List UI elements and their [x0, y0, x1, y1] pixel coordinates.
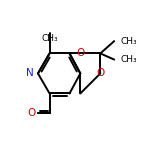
- Text: O: O: [27, 108, 36, 119]
- Text: N: N: [26, 68, 34, 78]
- Text: CH₃: CH₃: [120, 37, 137, 46]
- Text: CH₃: CH₃: [120, 55, 137, 64]
- Text: O: O: [76, 48, 84, 58]
- Text: O: O: [96, 68, 104, 78]
- Text: CH₃: CH₃: [41, 34, 58, 43]
